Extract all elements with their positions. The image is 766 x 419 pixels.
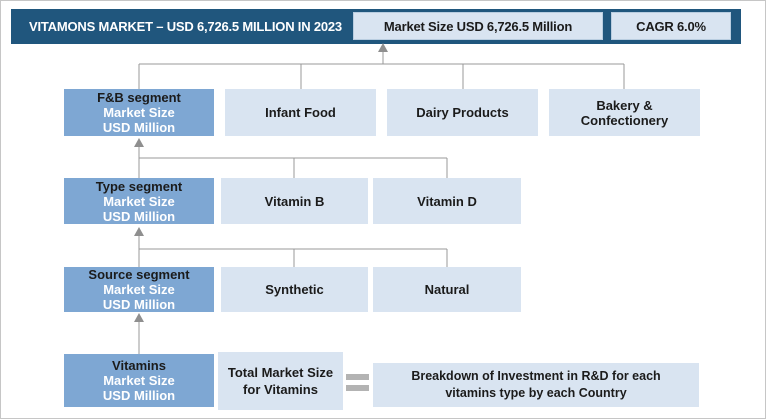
item-box-vitamin-b: Vitamin B <box>221 178 368 224</box>
item-box-bakery-confectionery: Bakery & Confectionery <box>549 89 700 136</box>
up-arrow-icon <box>378 43 388 52</box>
item-box-dairy-products: Dairy Products <box>387 89 538 136</box>
total-market-size-box: Total Market Size for Vitamins <box>218 352 343 410</box>
segment-box-type: Type segment Market Size USD Million <box>64 178 214 224</box>
item-box-vitamin-d: Vitamin D <box>373 178 521 224</box>
segment-subtitle: Market Size <box>103 282 175 297</box>
segment-subtitle: Market Size <box>103 105 175 120</box>
breakdown-box: Breakdown of Investment in R&D for each … <box>373 363 699 407</box>
item-box-natural: Natural <box>373 267 521 312</box>
segment-subtitle: USD Million <box>102 388 176 403</box>
market-size-badge: Market Size USD 6,726.5 Million <box>353 12 603 40</box>
up-arrow-icon <box>134 138 144 147</box>
segment-subtitle: Market Size <box>103 373 175 388</box>
cagr-badge: CAGR 6.0% <box>611 12 731 40</box>
item-box-synthetic: Synthetic <box>221 267 368 312</box>
segment-subtitle: Market Size <box>103 193 175 209</box>
segment-title: Vitamins <box>112 358 166 373</box>
segment-box-vitamins: Vitamins Market Size USD Million <box>64 354 214 407</box>
segment-box-fnb: F&B segment Market Size USD Million <box>64 89 214 136</box>
item-box-infant-food: Infant Food <box>225 89 376 136</box>
segment-title: Type segment <box>95 178 183 194</box>
diagram-title: VITAMONS MARKET – USD 6,726.5 MILLION IN… <box>29 19 342 34</box>
segment-subtitle: USD Million <box>102 208 176 224</box>
segment-box-source: Source segment Market Size USD Million <box>64 267 214 312</box>
segment-title: F&B segment <box>97 90 181 105</box>
segment-subtitle: USD Million <box>102 120 176 135</box>
segment-subtitle: USD Million <box>102 297 176 312</box>
equals-icon <box>346 374 369 391</box>
up-arrow-icon <box>134 313 144 322</box>
up-arrow-icon <box>134 227 144 236</box>
segment-title: Source segment <box>88 267 190 282</box>
